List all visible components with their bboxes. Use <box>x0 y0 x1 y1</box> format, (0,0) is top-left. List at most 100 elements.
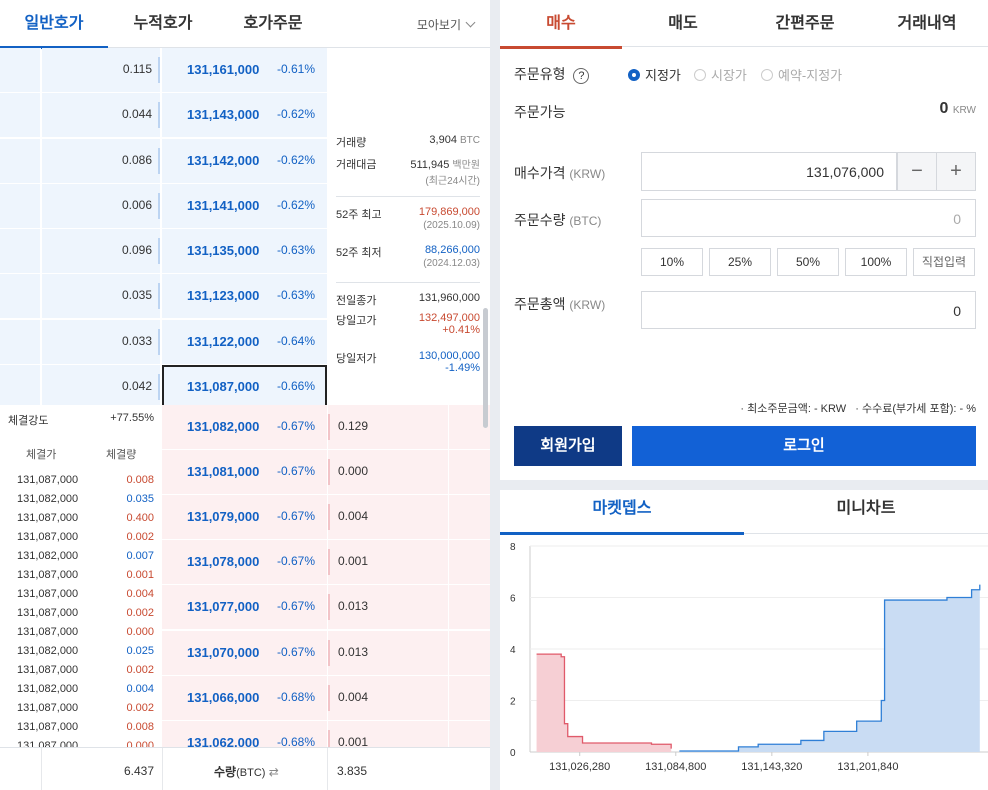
bid-price: 131,062,000 <box>187 734 260 750</box>
ask-price-cell[interactable]: 131,141,000 -0.62% <box>162 183 327 228</box>
tab-market-depth[interactable]: 마켓뎁스 <box>500 490 744 535</box>
order-type-limit[interactable]: 지정가 <box>628 65 681 84</box>
bid-row[interactable]: 131,066,000 -0.68% 0.004 <box>0 675 490 721</box>
bid-row[interactable]: 131,070,000 -0.67% 0.013 <box>0 630 490 676</box>
ask-qty: 0.033 <box>121 333 152 348</box>
qty-input[interactable]: 0 <box>641 199 976 237</box>
pct-25-button[interactable]: 25% <box>709 248 771 276</box>
bid-qty: 0.004 <box>338 689 369 704</box>
bid-depth-line <box>536 653 672 749</box>
ask-qty-cell: 0.115 <box>42 48 160 92</box>
ask-price-cell[interactable]: 131,143,000 -0.62% <box>162 93 327 138</box>
bid-change-pct: -0.67% <box>276 644 315 659</box>
group-view-dropdown[interactable]: 모아보기 <box>417 16 476 33</box>
trade-qty: 0.008 <box>126 474 154 486</box>
tab-mini-chart[interactable]: 미니차트 <box>836 500 896 517</box>
qty-label: 주문수량 (BTC) <box>514 212 602 228</box>
tab-buy[interactable]: 매수 <box>500 0 622 49</box>
pct-10-button[interactable]: 10% <box>641 248 703 276</box>
bid-row[interactable]: 131,081,000 -0.67% 0.000 <box>0 450 490 496</box>
price-label: 매수가격 (KRW) <box>514 165 606 181</box>
bid-qty-bar <box>328 414 330 440</box>
trade-head-price: 체결가 <box>26 449 57 461</box>
bid-row[interactable]: 131,079,000 -0.67% 0.004 <box>0 495 490 541</box>
bid-price-cell[interactable]: 131,070,000 -0.67% <box>162 630 327 675</box>
ask-row[interactable]: 0.086 131,142,000 -0.62% <box>0 138 490 184</box>
bid-empty-cell <box>449 450 490 495</box>
bid-price-cell[interactable]: 131,081,000 -0.67% <box>162 450 327 495</box>
bid-price: 131,066,000 <box>187 689 260 705</box>
bid-price-cell[interactable]: 131,077,000 -0.67% <box>162 585 327 630</box>
y-tick-label: 6 <box>510 594 516 605</box>
help-icon[interactable]: ? <box>573 68 590 84</box>
price-input[interactable]: 131,076,000 <box>641 152 897 191</box>
signup-button[interactable]: 회원가입 <box>514 426 622 466</box>
order-type-reserve[interactable]: 예약-지정가 <box>761 65 842 84</box>
pct-100-button[interactable]: 100% <box>845 248 907 276</box>
day-high-label: 당일고가 <box>336 315 377 327</box>
trade-qty: 0.004 <box>126 683 154 695</box>
ask-row[interactable]: 0.033 131,122,000 -0.64% <box>0 319 490 365</box>
total-input[interactable]: 0 <box>641 291 976 329</box>
amount-period: (최근24시간) <box>425 176 480 187</box>
price-decrease-button[interactable]: − <box>897 152 937 191</box>
bid-price-cell[interactable]: 131,078,000 -0.67% <box>162 540 327 585</box>
trade-qty: 0.002 <box>126 607 154 619</box>
ask-qty: 0.096 <box>121 243 152 257</box>
trade-row: 131,082,000 0.004 <box>0 680 162 699</box>
bid-qty-bar <box>328 459 330 486</box>
order-notes: · 최소주문금액: - KRW · 수수료(부가세 포함): - % <box>740 403 976 415</box>
pct-50-button[interactable]: 50% <box>777 248 839 276</box>
ask-price: 131,123,000 <box>187 288 260 304</box>
tab-orderbook-order[interactable]: 호가주문 <box>243 15 303 32</box>
ask-row[interactable]: 0.042 131,087,000 -0.66% <box>0 364 490 410</box>
ask-row[interactable]: 0.115 131,161,000 -0.61% <box>0 48 490 93</box>
ask-empty-cell <box>0 364 41 409</box>
bid-price: 131,077,000 <box>187 599 260 615</box>
bid-depth-area <box>536 654 672 752</box>
ask-row[interactable]: 0.006 131,141,000 -0.62% <box>0 183 490 229</box>
tab-sell[interactable]: 매도 <box>668 15 698 32</box>
ask-price: 131,161,000 <box>187 62 260 77</box>
ask-row[interactable]: 0.096 131,135,000 -0.63% <box>0 229 490 274</box>
bid-row[interactable]: 131,078,000 -0.67% 0.001 <box>0 540 490 586</box>
ask-row[interactable]: 0.035 131,123,000 -0.63% <box>0 274 490 320</box>
amount-unit: 백만원 <box>452 160 480 171</box>
trade-price: 131,087,000 <box>17 721 79 733</box>
order-type-market[interactable]: 시장가 <box>694 65 747 84</box>
y-tick-label: 0 <box>510 748 516 759</box>
trade-price: 131,082,000 <box>17 493 79 505</box>
trade-qty: 0.000 <box>126 740 154 747</box>
bid-change-pct: -0.68% <box>276 734 315 749</box>
ask-qty-bar <box>158 192 160 219</box>
ask-qty-bar <box>158 328 160 355</box>
ask-price-cell[interactable]: 131,161,000 -0.61% <box>162 48 327 92</box>
orderbook-panel: 일반호가 누적호가 호가주문 모아보기 0.115 131,161,000 -0.6… <box>0 0 490 790</box>
login-button[interactable]: 로그인 <box>632 426 976 466</box>
bid-change-pct: -0.67% <box>276 554 315 569</box>
price-increase-button[interactable]: + <box>936 152 976 191</box>
divider <box>336 282 480 288</box>
high52-date: (2025.10.09) <box>423 220 480 231</box>
ask-price-cell[interactable]: 131,087,000 -0.66% <box>162 364 327 409</box>
qty-label: 수량 <box>214 765 237 779</box>
ask-row[interactable]: 0.044 131,143,000 -0.62% <box>0 93 490 139</box>
tab-cumulative-orderbook[interactable]: 누적호가 <box>133 15 193 32</box>
ask-price-cell[interactable]: 131,142,000 -0.62% <box>162 138 327 183</box>
bid-price-cell[interactable]: 131,066,000 -0.68% <box>162 675 327 720</box>
tab-simple-order[interactable]: 간편주문 <box>775 15 835 32</box>
bid-row[interactable]: 131,077,000 -0.67% 0.013 <box>0 585 490 631</box>
orderbook-scrollbar[interactable] <box>483 308 488 428</box>
qty-unit-toggle[interactable]: 수량(BTC) ⇄ <box>214 763 279 780</box>
prev-close-label: 전일종가 <box>336 295 377 307</box>
ask-price-cell[interactable]: 131,123,000 -0.63% <box>162 274 327 319</box>
bid-price-cell[interactable]: 131,079,000 -0.67% <box>162 495 327 540</box>
tab-trade-history[interactable]: 거래내역 <box>897 15 957 32</box>
trade-row: 131,087,000 0.008 <box>0 718 162 737</box>
bid-price-cell[interactable]: 131,082,000 -0.67% <box>162 405 327 449</box>
trade-row: 131,087,000 0.002 <box>0 604 162 623</box>
tab-normal-orderbook[interactable]: 일반호가 <box>0 0 108 49</box>
ask-price-cell[interactable]: 131,122,000 -0.64% <box>162 319 327 364</box>
ask-price-cell[interactable]: 131,135,000 -0.63% <box>162 229 327 273</box>
custom-input-button[interactable]: 직접입력 <box>913 248 975 276</box>
